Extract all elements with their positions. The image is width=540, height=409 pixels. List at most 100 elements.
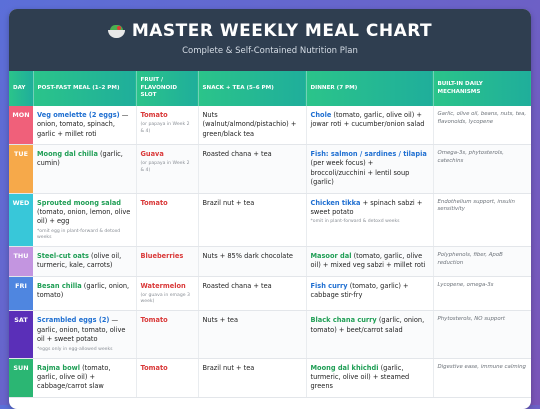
post-fast-note: *omit egg in plant-forward & detoxd week… [37,228,121,240]
mechanisms-cell: Phytosterols, NO support [433,310,531,359]
dinner-details: (per week focus) + broccoli/zucchini + l… [310,159,410,187]
snack-cell: Roasted chana + tea [198,144,307,194]
post-fast-dish: Sprouted moong salad [37,198,122,207]
table-row: TUE Moong dal chilla (garlic, cumin) Gua… [9,144,531,194]
snack-cell: Brazil nut + tea [198,358,307,398]
day-label: SUN [9,358,33,398]
day-label: WED [9,193,33,247]
dinner-dish: Fish: salmon / sardines / tilapia [310,150,427,159]
day-label: SAT [9,310,33,359]
dinner-cell: Black chana curry (garlic, onion, tomato… [306,310,434,359]
snack-cell: Roasted chana + tea [198,276,307,312]
page-subtitle: Complete & Self-Contained Nutrition Plan [182,46,358,56]
snack-cell: Brazil nut + tea [198,193,307,247]
dinner-cell: Chicken tikka + spinach sabzi + sweet po… [306,193,434,247]
post-fast-details: (tomato, garlic, olive oil) + cabbage/ca… [37,363,111,391]
dinner-dish: Chicken tikka [310,198,361,207]
table-row: MON Veg omelette (2 eggs) — onion, tomat… [9,106,531,146]
dinner-details: (garlic, onion, tomato) + beet/carrot sa… [310,316,425,334]
day-label: TUE [9,144,33,194]
post-fast-cell: Scrambled eggs (2) — garlic, onion, toma… [33,310,137,359]
page-title: MASTER WEEKLY MEAL CHART [9,9,531,41]
dinner-details: (tomato, garlic) + cabbage stir-fry [310,281,409,300]
dinner-dish: Fish curry [310,281,348,290]
mechanisms-cell: Garlic, olive oil, beans, nuts, tea, fla… [433,106,531,146]
fruit-name: Tomato [140,198,168,207]
post-fast-cell: Rajma bowl (tomato, garlic, olive oil) +… [33,358,137,398]
column-header-day: DAY [9,71,34,106]
dinner-cell: Chole (tomato, garlic, olive oil) + jowa… [306,106,434,146]
dinner-details: (tomato, garlic, olive oil) + jowar roti… [310,111,425,129]
day-label: THU [9,246,33,277]
post-fast-dish: Besan chilla [37,281,82,290]
column-header-post-fast: POST-FAST MEAL (1–2 PM) [33,71,137,106]
mechanisms-cell: Lycopene, omega-3s [433,276,531,312]
fruit-cell: Tomato [136,193,199,247]
fruit-note: (or papaya in Week 2 & 4) [140,161,190,173]
fruit-name: Tomato [140,363,168,372]
post-fast-dish: Steel-cut oats [37,251,89,260]
table-row: WED Sprouted moong salad (tomato, onion,… [9,193,531,247]
table-row: SAT Scrambled eggs (2) — garlic, onion, … [9,310,531,359]
post-fast-cell: Veg omelette (2 eggs) — onion, tomato, s… [33,106,137,146]
dinner-cell: Moong dal khichdi (garlic, turmeric, oli… [306,358,434,398]
dinner-dish: Moong dal khichdi [310,363,379,372]
post-fast-cell: Moong dal chilla (garlic, cumin) [33,144,137,194]
fruit-name: Guava [140,150,164,159]
chart-header: MASTER WEEKLY MEAL CHART Complete & Self… [9,9,531,71]
fruit-cell: Guava (or papaya in Week 2 & 4) [136,144,199,194]
dinner-dish: Chole [310,111,332,119]
fruit-note: (or guava in emage 3 week) [140,293,190,305]
column-header-dinner: DINNER (7 PM) [306,71,434,106]
dinner-dish: Black chana curry [310,316,377,325]
fruit-note: (or papaya in Week 2 & 4) [140,122,190,134]
dinner-details: + spinach sabzi + sweet potato [310,198,423,216]
meal-chart-card: MASTER WEEKLY MEAL CHART Complete & Self… [9,9,531,409]
post-fast-dish: Moong dal chilla [37,150,98,159]
snack-cell: Nuts + tea [198,310,307,359]
salad-bowl-icon [107,24,125,38]
fruit-name: Tomato [140,316,168,325]
fruit-name: Blueberries [140,251,184,260]
column-header-mechanisms: BUILT-IN DAILY MECHANISMS [433,71,531,106]
post-fast-cell: Steel-cut oats (olive oil, turmeric, kal… [33,246,137,277]
dinner-cell: Masoor dal (tomato, garlic, olive oil) +… [306,246,434,277]
post-fast-details: — garlic, onion, tomato, olive oil + swe… [37,316,126,344]
post-fast-dish: Rajma bowl [37,363,81,372]
dinner-dish: Masoor dal [310,251,352,260]
column-header-snack: SNACK + TEA (5–6 PM) [198,71,307,106]
post-fast-dish: Veg omelette (2 eggs) [37,111,120,119]
post-fast-details: (olive oil, turmeric, kale, carrots) [37,251,122,270]
column-header-fruit: FRUIT / FLAVONOID SLOT [136,71,199,106]
fruit-cell: Tomato [136,310,199,359]
dinner-details: (garlic, turmeric, olive oil) + steamed … [310,363,410,391]
meal-table: DAY POST-FAST MEAL (1–2 PM) FRUIT / FLAV… [9,71,531,398]
fruit-name: Watermelon [140,281,186,290]
mechanisms-cell: Polyphenols, fiber, ApoB reduction [433,246,531,277]
fruit-cell: Watermelon (or guava in emage 3 week) [136,276,199,312]
table-row: THU Steel-cut oats (olive oil, turmeric,… [9,246,531,277]
post-fast-note: *eggs only in egg-allowed weeks [37,346,113,352]
mechanisms-cell: Omega-3s, phytosterols, catechins [433,144,531,194]
post-fast-details: (tomato, onion, lemon, olive oil) + egg [37,207,131,226]
table-row: SUN Rajma bowl (tomato, garlic, olive oi… [9,358,531,398]
page-title-text: MASTER WEEKLY MEAL CHART [131,21,433,41]
table-body: MON Veg omelette (2 eggs) — onion, tomat… [9,106,531,398]
fruit-cell: Tomato [136,358,199,398]
post-fast-details: (garlic, onion, tomato) [37,281,130,300]
table-row: FRI Besan chilla (garlic, onion, tomato)… [9,276,531,312]
mechanisms-cell: Endothelium support, insulin sensitivity [433,193,531,247]
snack-cell: Nuts + 85% dark chocolate [198,246,307,277]
dinner-details: (tomato, garlic, olive oil) + mixed veg … [310,251,426,270]
post-fast-cell: Besan chilla (garlic, onion, tomato) [33,276,137,312]
fruit-cell: Blueberries [136,246,199,277]
mechanisms-cell: Digestive ease, immune calming [433,358,531,398]
post-fast-dish: Scrambled eggs (2) [37,316,110,325]
fruit-cell: Tomato (or papaya in Week 2 & 4) [136,106,199,146]
day-label: FRI [9,276,33,312]
table-header-row: DAY POST-FAST MEAL (1–2 PM) FRUIT / FLAV… [9,71,531,106]
dinner-note: *omit in plant-forward & detoxd weeks [310,219,400,225]
dinner-cell: Fish curry (tomato, garlic) + cabbage st… [306,276,434,312]
post-fast-details: (garlic, cumin) [37,150,123,168]
day-label: MON [9,106,33,146]
